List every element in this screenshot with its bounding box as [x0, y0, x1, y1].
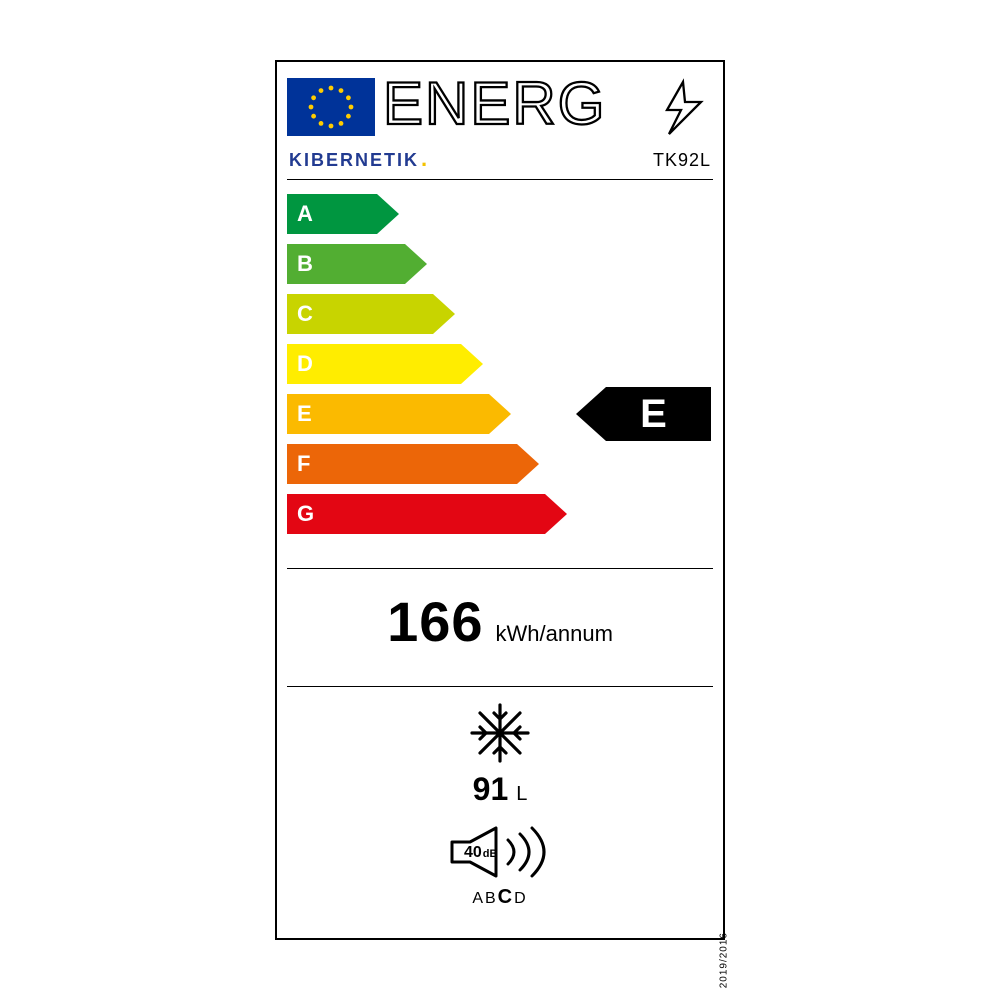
noise-class-b: B — [485, 890, 498, 907]
specs: 91 L 40dB ABCD — [287, 687, 713, 909]
consumption-value: 166 — [387, 589, 483, 654]
scale-bar-g: G — [287, 494, 545, 534]
scale-bar-b: B — [287, 244, 405, 284]
rating-pointer: E — [576, 387, 711, 441]
noise-class-a: A — [472, 890, 485, 907]
brand-model-row: KIBERNETIK . TK92L — [287, 146, 713, 180]
lightning-icon — [667, 82, 701, 134]
scale-bar-e: E — [287, 394, 489, 434]
scale-bar-a: A — [287, 194, 377, 234]
consumption-row: 166 kWh/annum — [287, 569, 713, 672]
noise-block: 40dB ABCD — [430, 820, 570, 909]
model-number: TK92L — [653, 150, 711, 171]
brand-text: KIBERNETIK — [289, 150, 419, 171]
scale-bar-f: F — [287, 444, 517, 484]
header: ENERG — [287, 72, 713, 142]
eu-flag-icon — [287, 78, 375, 136]
noise-db-value: 40dB — [464, 844, 498, 861]
volume-value: 91 — [473, 771, 509, 808]
regulation-code: 2019/2016 — [718, 932, 729, 988]
energy-label-card: ENERG KIBERNETIK . TK92L ABCDEFG E — [275, 60, 725, 940]
speaker-icon: 40dB — [430, 820, 570, 884]
freezer-volume: 91 L — [473, 771, 528, 808]
energy-title: ENERG — [375, 72, 723, 142]
volume-unit: L — [512, 783, 527, 806]
noise-class-scale: ABCD — [472, 886, 527, 909]
scale-bar-d: D — [287, 344, 461, 384]
energy-wordmark: ENERG — [383, 72, 606, 137]
noise-class-d: D — [514, 890, 528, 907]
consumption-unit: kWh/annum — [496, 621, 613, 647]
scale-bar-c: C — [287, 294, 433, 334]
rating-letter: E — [620, 392, 667, 437]
noise-class-c: C — [498, 886, 514, 908]
snowflake-icon — [468, 701, 532, 765]
brand-name: KIBERNETIK . — [289, 150, 429, 171]
efficiency-scale: ABCDEFG E — [287, 194, 713, 554]
